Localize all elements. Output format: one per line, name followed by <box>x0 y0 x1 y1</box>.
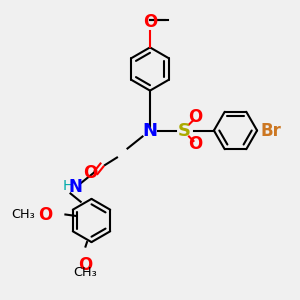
Text: O: O <box>188 108 202 126</box>
Text: N: N <box>68 178 82 196</box>
Text: O: O <box>188 135 202 153</box>
Text: Br: Br <box>260 122 281 140</box>
Text: CH₃: CH₃ <box>12 208 35 221</box>
Text: CH₃: CH₃ <box>74 266 98 279</box>
Text: H: H <box>63 179 74 193</box>
Text: O: O <box>143 13 157 31</box>
Text: O: O <box>83 164 97 181</box>
Text: N: N <box>142 122 158 140</box>
Text: O: O <box>78 256 93 274</box>
Text: O: O <box>38 206 52 224</box>
Text: S: S <box>178 122 191 140</box>
